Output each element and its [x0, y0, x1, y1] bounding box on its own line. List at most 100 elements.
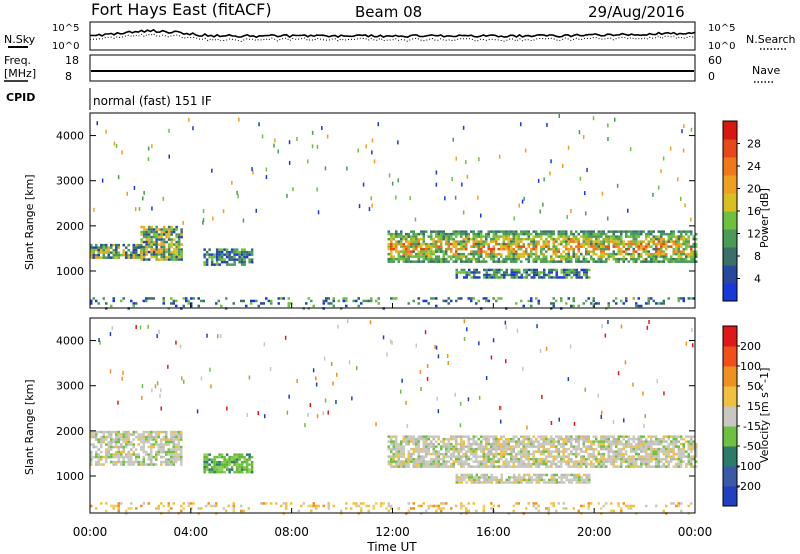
echo-cell: [397, 447, 400, 451]
echo-cell: [487, 299, 490, 303]
echo-cell: [602, 465, 605, 468]
echo-cell: [352, 502, 355, 505]
echo-cell: [465, 271, 468, 274]
echo-cell: [442, 250, 445, 253]
echo-cell: [507, 237, 510, 241]
echo-cell: [92, 445, 95, 449]
echo-cell: [690, 257, 693, 261]
echo-cell: [632, 232, 635, 236]
echo-cell: [480, 245, 483, 248]
echo-cell: [582, 460, 585, 463]
echo-cell: [655, 245, 658, 248]
echo-cell: [642, 447, 645, 451]
echo-cell: [473, 271, 476, 274]
echo-cell: [445, 235, 448, 238]
echo-cell: [155, 250, 158, 254]
echo-cell: [460, 255, 463, 258]
echo-cell: [627, 435, 630, 438]
echo-cell: [213, 468, 216, 471]
echo-cell: [543, 271, 546, 274]
echo-cell: [597, 245, 600, 248]
echo-cell: [620, 442, 623, 446]
echo-cell: [477, 465, 480, 468]
scatter-cell: [141, 395, 143, 400]
echo-cell: [140, 250, 143, 254]
echo-cell: [632, 260, 635, 263]
echo-cell: [545, 440, 548, 443]
echo-cell: [652, 242, 655, 246]
echo-cell: [670, 245, 673, 248]
echo-cell: [410, 507, 413, 510]
echo-cell: [695, 250, 698, 253]
echo-cell: [625, 230, 628, 233]
echo-cell: [597, 232, 600, 236]
x-tick-label: 00:00: [678, 525, 713, 539]
echo-cell: [662, 465, 665, 468]
echo-cell: [630, 455, 633, 458]
echo-cell: [662, 230, 665, 233]
echo-cell: [510, 437, 513, 441]
echo-cell: [495, 442, 498, 446]
echo-cell: [542, 245, 545, 248]
echo-cell: [545, 460, 548, 463]
echo-cell: [397, 255, 400, 258]
echo-cell: [488, 268, 491, 272]
echo-cell: [90, 455, 93, 459]
echo-cell: [670, 240, 673, 243]
echo-cell: [615, 460, 618, 463]
echo-cell: [435, 509, 438, 513]
scatter-cell: [521, 199, 524, 204]
echo-cell: [605, 252, 608, 256]
echo-cell: [577, 442, 580, 446]
echo-cell: [630, 230, 633, 233]
echo-cell: [422, 435, 425, 438]
echo-cell: [122, 455, 125, 459]
echo-cell: [440, 237, 443, 241]
echo-cell: [655, 447, 658, 451]
echo-cell: [152, 250, 156, 254]
echo-cell: [472, 455, 475, 458]
echo-cell: [215, 253, 219, 256]
echo-cell: [680, 502, 683, 505]
echo-cell: [518, 473, 521, 477]
scatter-cell: [147, 324, 149, 329]
echo-cell: [472, 465, 475, 468]
echo-cell: [672, 247, 675, 251]
echo-cell: [665, 447, 668, 451]
echo-cell: [480, 450, 483, 453]
echo-cell: [665, 252, 668, 256]
echo-cell: [155, 233, 158, 236]
scatter-cell: [93, 207, 95, 212]
echo-cell: [218, 250, 221, 254]
echo-cell: [457, 460, 460, 463]
echo-cell: [687, 452, 690, 456]
echo-cell: [682, 297, 685, 300]
echo-cell: [517, 460, 520, 463]
echo-cell: [92, 256, 95, 259]
echo-cell: [527, 235, 530, 238]
echo-cell: [637, 435, 640, 438]
echo-cell: [485, 250, 488, 253]
echo-cell: [192, 502, 195, 505]
echo-cell: [655, 237, 658, 241]
echo-cell: [550, 450, 553, 453]
echo-cell: [510, 247, 513, 251]
echo-cell: [432, 260, 435, 263]
echo-cell: [97, 302, 100, 305]
echo-cell: [470, 271, 473, 274]
echo-cell: [650, 465, 653, 468]
echo-cell: [660, 302, 663, 305]
echo-cell: [415, 255, 418, 258]
echo-cell: [528, 273, 531, 277]
echo-cell: [405, 462, 408, 466]
scatter-cell: [307, 159, 309, 164]
scatter-cell: [269, 367, 272, 371]
echo-cell: [572, 235, 575, 238]
echo-cell: [115, 435, 118, 439]
echo-cell: [175, 445, 178, 449]
echo-cell: [462, 240, 465, 243]
noise-right-tick-bottom: 10^0: [708, 41, 735, 52]
echo-cell: [687, 460, 690, 463]
echo-cell: [585, 435, 588, 438]
echo-cell: [672, 445, 675, 448]
